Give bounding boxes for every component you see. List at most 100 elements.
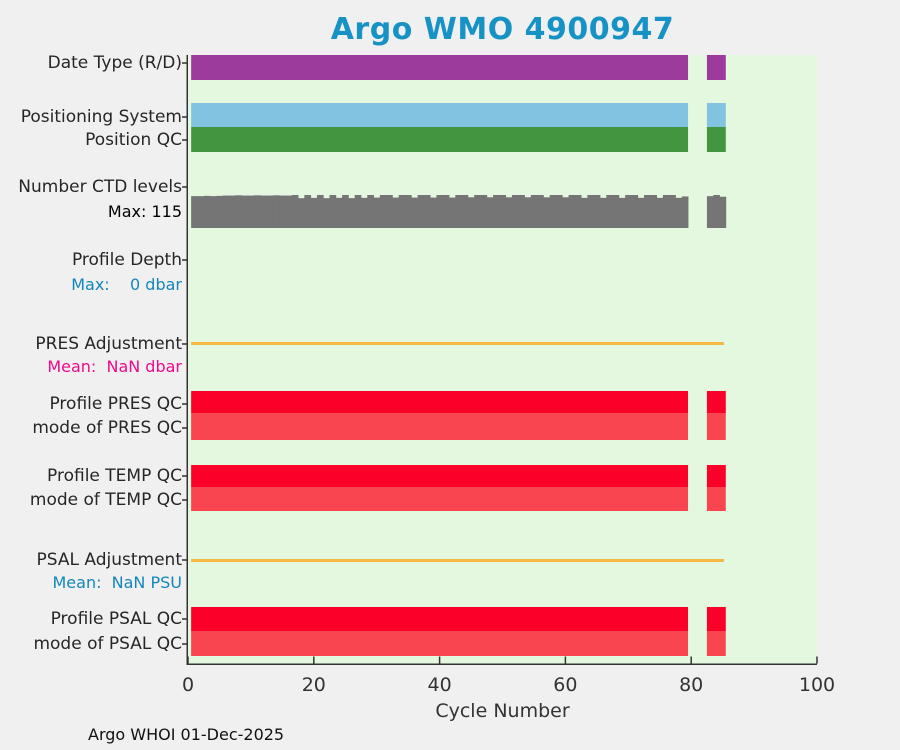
ctd-bar-cycle-75 [656, 197, 664, 228]
ctd-bar-cycle-18 [298, 198, 305, 228]
bar-segment-profile_psal_qc-0 [191, 607, 689, 631]
ctd-bar-cycle-25 [342, 195, 349, 228]
y-tick-mode_pres_qc [182, 427, 188, 429]
bar-segment-mode_pres_qc-0 [191, 413, 689, 440]
ctd-bar-cycle-62 [574, 195, 582, 228]
x-axis-spine [186, 663, 817, 665]
y-tick-mode_psal_qc [182, 643, 188, 645]
ctd-bar-cycle-74 [650, 195, 658, 228]
ctd-bar-cycle-42 [449, 197, 456, 228]
ctd-bar-cycle-40 [436, 195, 444, 228]
ctd-bar-cycle-79 [681, 196, 689, 228]
line-pres_adjustment [191, 342, 724, 345]
bar-segment-profile_temp_qc-0 [191, 465, 689, 487]
row-label-mode_temp_qc: mode of TEMP QC [29, 490, 182, 510]
ctd-bar-cycle-49 [493, 195, 500, 228]
ctd-bar-cycle-16 [285, 195, 293, 228]
bar-segment-profile_psal_qc-1 [706, 607, 726, 631]
ctd-bar-cycle-59 [555, 195, 563, 228]
bar-segment-positioning_system-1 [706, 103, 726, 127]
row-label-profile_pres_qc: Profile PRES QC [49, 394, 182, 414]
ctd-bar-cycle-77 [669, 195, 676, 228]
ctd-bar-cycle-23 [329, 195, 337, 228]
ctd-bar-cycle-20 [310, 197, 318, 228]
ctd-bar-cycle-52 [511, 195, 519, 228]
ctd-bar-cycle-4 [210, 196, 217, 228]
row-label-profile_depth: Profile Depth [71, 250, 182, 270]
y-tick-pres_adjustment [182, 343, 188, 345]
bar-segment-mode_temp_qc-0 [191, 487, 689, 511]
row-sublabel-pres_adjustment: Mean: NaN dbar [47, 357, 182, 376]
bar-segment-profile_pres_qc-1 [706, 391, 726, 413]
ctd-bar-cycle-58 [549, 195, 557, 228]
ctd-bar-cycle-45 [467, 197, 475, 228]
ctd-bar-cycle-78 [675, 197, 683, 228]
bar-segment-position_qc-1 [706, 127, 726, 152]
ctd-bar-cycle-47 [480, 195, 488, 228]
ctd-bar-cycle-38 [423, 195, 431, 228]
bar-segment-date_type-0 [191, 55, 689, 80]
ctd-bar-cycle-43 [455, 195, 463, 228]
ctd-bar-cycle-54 [524, 197, 532, 228]
ctd-bar-cycle-28 [360, 197, 368, 228]
y-axis-spine [186, 55, 188, 665]
x-tick-80 [690, 656, 692, 664]
y-tick-profile_depth [182, 259, 188, 261]
x-tick-label-100: 100 [798, 674, 836, 696]
row-label-mode_psal_qc: mode of PSAL QC [33, 634, 182, 654]
bar-segment-position_qc-0 [191, 127, 689, 152]
ctd-bar-cycle-35 [405, 195, 412, 228]
ctd-bar-cycle-85 [719, 196, 727, 228]
ctd-bar-cycle-14 [272, 195, 280, 228]
ctd-bar-cycle-50 [499, 195, 507, 228]
x-axis-label: Cycle Number [435, 700, 570, 722]
ctd-bar-cycle-73 [644, 195, 651, 228]
x-tick-label-80: 80 [679, 674, 704, 696]
ctd-bar-cycle-30 [373, 197, 381, 228]
ctd-bar-cycle-8 [235, 195, 242, 228]
ctd-bar-cycle-84 [713, 195, 720, 228]
bar-segment-mode_psal_qc-1 [706, 631, 726, 656]
row-label-pres_adjustment: PRES Adjustment [35, 334, 182, 354]
ctd-bar-cycle-64 [587, 195, 595, 228]
ctd-bar-cycle-69 [618, 197, 626, 228]
line-psal_adjustment [191, 559, 724, 562]
row-label-mode_pres_qc: mode of PRES QC [32, 418, 182, 438]
x-tick-40 [438, 656, 441, 664]
x-tick-20 [313, 656, 315, 664]
y-tick-profile_psal_qc [182, 618, 188, 620]
ctd-bar-cycle-53 [518, 195, 525, 228]
ctd-bar-cycle-48 [486, 197, 494, 228]
ctd-bar-cycle-15 [279, 195, 286, 228]
ctd-bar-cycle-70 [625, 195, 632, 228]
ctd-bar-cycle-33 [392, 197, 400, 228]
ctd-bar-cycle-3 [203, 195, 211, 228]
y-tick-psal_adjustment [182, 559, 188, 561]
ctd-bar-cycle-66 [599, 197, 607, 228]
y-tick-position_qc [182, 139, 188, 141]
ctd-bar-cycle-10 [247, 195, 255, 228]
row-label-date_type: Date Type (R/D) [47, 53, 182, 73]
ctd-bar-cycle-26 [348, 198, 356, 228]
row-label-position_qc: Position QC [85, 130, 182, 150]
bar-segment-mode_psal_qc-0 [191, 631, 689, 656]
x-tick-label-20: 20 [301, 674, 326, 696]
ctd-bar-cycle-41 [442, 195, 450, 228]
row-label-number_ctd_levels: Number CTD levels [18, 177, 182, 197]
ctd-bar-cycle-83 [706, 196, 714, 228]
bar-segment-profile_pres_qc-0 [191, 391, 689, 413]
ctd-bar-cycle-22 [323, 198, 330, 228]
ctd-bar-cycle-11 [254, 195, 261, 228]
ctd-bar-cycle-63 [581, 197, 588, 228]
y-tick-profile_temp_qc [182, 475, 188, 477]
ctd-bar-cycle-13 [266, 195, 274, 228]
y-tick-mode_temp_qc [182, 499, 188, 501]
ctd-bar-cycle-9 [241, 195, 249, 228]
x-tick-100 [816, 656, 818, 664]
ctd-bar-cycle-60 [562, 197, 569, 228]
ctd-bar-cycle-21 [316, 195, 324, 228]
ctd-bar-cycle-6 [222, 195, 230, 228]
footer-text: Argo WHOI 01-Dec-2025 [88, 725, 285, 744]
ctd-bar-cycle-39 [430, 197, 437, 228]
